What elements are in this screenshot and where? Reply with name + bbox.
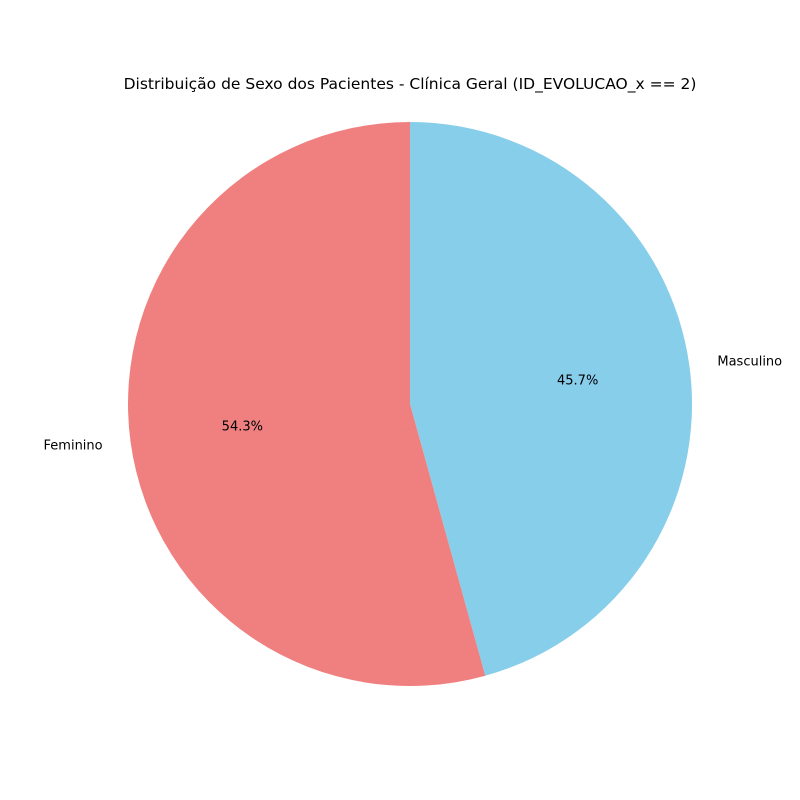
slice-percent-feminino: 54.3% — [222, 419, 263, 434]
slice-label-masculino: Masculino — [717, 355, 782, 370]
slice-label-feminino: Feminino — [44, 438, 103, 453]
pie-slices — [127, 122, 692, 687]
slice-percent-masculino: 45.7% — [557, 374, 598, 389]
chart-title: Distribuição de Sexo dos Pacientes - Clí… — [124, 75, 697, 94]
pie-slice-masculino — [410, 122, 692, 676]
pie-slice-feminino — [127, 122, 486, 687]
pie-labels: Masculino 45.7% Feminino 54.3% — [44, 355, 783, 454]
